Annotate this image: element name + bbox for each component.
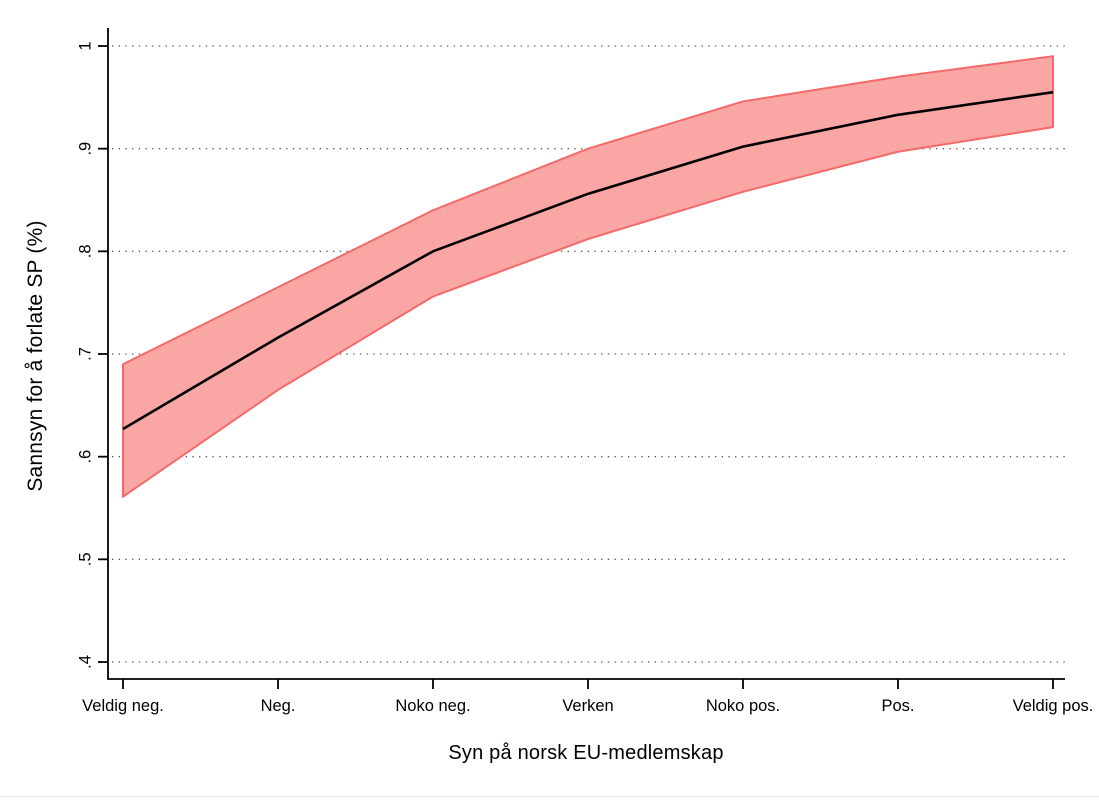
y-axis-title: Sannsyn for å forlate SP (%) xyxy=(24,220,47,492)
x-tick-label: Pos. xyxy=(881,697,914,715)
y-tick-label: .4 xyxy=(76,655,94,669)
x-tick-label: Noko neg. xyxy=(395,697,470,715)
y-tick-label: .8 xyxy=(76,244,94,258)
y-tick-label: .7 xyxy=(76,347,94,361)
x-axis-title: Syn på norsk EU-medlemskap xyxy=(448,742,724,764)
figure-bottom-edge xyxy=(0,796,1099,797)
x-tick-label: Verken xyxy=(562,697,613,715)
x-tick-label: Noko pos. xyxy=(706,697,780,715)
y-tick-label: .5 xyxy=(76,552,94,566)
mean-line xyxy=(122,90,1054,431)
axis-lines xyxy=(107,28,1065,680)
confidence-band xyxy=(122,55,1054,498)
y-tick-label: .9 xyxy=(76,142,94,156)
x-tick-label: Veldig neg. xyxy=(82,697,164,715)
y-tick-label: .6 xyxy=(76,450,94,464)
y-tick-label: 1 xyxy=(76,41,94,50)
x-tick-label: Neg. xyxy=(261,697,296,715)
x-tick-label: Veldig pos. xyxy=(1013,697,1094,715)
